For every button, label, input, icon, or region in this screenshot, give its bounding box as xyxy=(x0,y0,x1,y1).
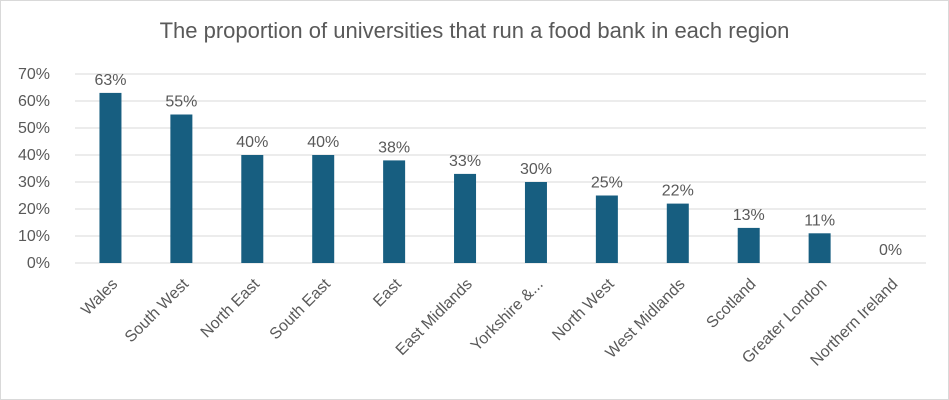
bar xyxy=(383,160,406,263)
bar xyxy=(666,203,689,263)
x-tick-label: North East xyxy=(198,275,264,341)
bar xyxy=(454,173,477,263)
y-tick-label: 70% xyxy=(18,66,50,83)
bar xyxy=(524,182,547,263)
bar xyxy=(737,227,760,263)
x-tick-label: Scotland xyxy=(703,276,759,332)
bar xyxy=(312,155,335,263)
bar xyxy=(99,92,122,264)
bar xyxy=(241,155,264,263)
data-labels: 63% 55% 40% 40% 38% 33% 30% 25% 22% 13% 11% 0% xyxy=(94,72,902,259)
y-tick-label: 60% xyxy=(18,93,50,110)
data-label: 0% xyxy=(879,242,902,259)
y-tick-label: 30% xyxy=(18,174,50,191)
bar xyxy=(808,233,831,263)
data-label: 13% xyxy=(733,207,765,224)
x-tick-label: North West xyxy=(549,275,618,344)
data-label: 38% xyxy=(378,139,410,156)
y-tick-label: 10% xyxy=(18,228,50,245)
gridlines xyxy=(75,73,926,264)
data-label: 55% xyxy=(165,94,197,111)
data-label: 25% xyxy=(591,175,623,192)
x-axis-ticks: Wales South West North East South East EastE… xyxy=(78,275,901,369)
y-tick-label: 40% xyxy=(18,147,50,164)
y-tick-label: 0% xyxy=(27,255,50,272)
data-label: 11% xyxy=(804,212,835,229)
x-tick-label: East Midlands xyxy=(393,276,476,359)
data-label: 30% xyxy=(520,161,552,178)
data-label: 40% xyxy=(236,134,268,151)
data-label: 40% xyxy=(307,134,339,151)
bars xyxy=(99,92,831,264)
bar xyxy=(595,195,618,263)
bar xyxy=(170,114,193,263)
y-tick-label: 50% xyxy=(18,120,50,137)
x-tick-label: South East xyxy=(267,275,335,343)
x-tick-label: Yorkshire &... xyxy=(468,276,547,355)
x-tick-label: Wales xyxy=(78,276,121,319)
data-label: 33% xyxy=(449,153,481,170)
y-tick-label: 20% xyxy=(18,201,50,218)
data-label: 22% xyxy=(662,183,694,200)
data-label: 63% xyxy=(94,72,126,89)
x-tick-label: South West xyxy=(122,275,193,346)
x-tick-label: East xyxy=(370,275,405,310)
y-axis-ticks: 0% 10% 20% 30% 40% 50% 60% 70% xyxy=(18,66,50,272)
chart-title: The proportion of universities that run … xyxy=(159,18,790,43)
